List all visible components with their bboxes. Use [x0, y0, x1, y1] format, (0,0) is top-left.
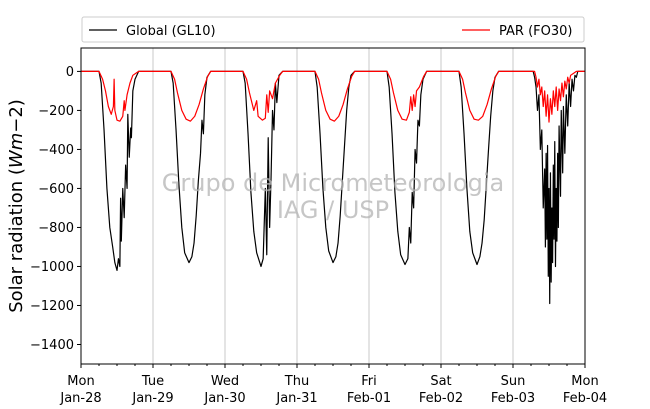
- y-tick-label-6: −1200: [30, 299, 74, 314]
- y-tick-label-4: −800: [38, 221, 74, 236]
- x-tick-label-day-6: Sun: [501, 374, 526, 389]
- y-tick-label-3: −600: [38, 182, 74, 197]
- y-axis-label: Solar radiation (Wm−2): [6, 99, 27, 313]
- y-tick-label-5: −1000: [30, 260, 74, 275]
- watermark-line-1: Grupo de Micrometeorologia: [162, 169, 504, 197]
- x-tick-label-date-3: Jan-31: [275, 391, 317, 406]
- y-tick-label-1: −200: [38, 104, 74, 119]
- y-tick-label-2: −400: [38, 143, 74, 158]
- x-tick-label-date-0: Jan-28: [59, 391, 101, 406]
- x-tick-label-day-3: Thu: [284, 374, 309, 389]
- x-axis: Mon Jan-28 Tue Jan-29 Wed Jan-30 Thu Jan-31 Fri F…: [59, 364, 607, 406]
- x-tick-label-day-4: Fri: [361, 374, 377, 389]
- x-tick-label-day-5: Sat: [430, 374, 451, 389]
- series-line-1: [81, 70, 585, 123]
- x-tick-label-date-1: Jan-29: [131, 391, 173, 406]
- x-tick-label-date-6: Feb-03: [491, 391, 535, 406]
- watermark: Grupo de Micrometeorologia IAG / USP: [162, 169, 504, 224]
- x-tick-label-date-5: Feb-02: [419, 391, 463, 406]
- x-tick-label-day-0: Mon: [67, 374, 94, 389]
- legend-label-global: Global (GL10): [126, 24, 216, 39]
- y-tick-label-0: 0: [66, 65, 74, 80]
- y-axis: 0 −200 −400 −600 −800 −1000 −1200 −1400: [30, 65, 81, 353]
- vertical-grid: [152, 48, 514, 364]
- legend: Global (GL10) PAR (FO30): [81, 16, 585, 43]
- x-tick-label-day-7: Mon: [571, 374, 598, 389]
- legend-label-par: PAR (FO30): [499, 24, 572, 39]
- x-tick-label-date-2: Jan-30: [203, 391, 245, 406]
- y-tick-label-7: −1400: [30, 338, 74, 353]
- watermark-line-2: IAG / USP: [277, 196, 389, 224]
- legend-box: [81, 16, 585, 43]
- x-tick-label-date-7: Feb-04: [563, 391, 607, 406]
- plot-area: [81, 70, 585, 305]
- x-tick-label-day-2: Wed: [211, 374, 239, 389]
- x-tick-label-day-1: Tue: [141, 374, 164, 389]
- x-tick-label-date-4: Feb-01: [347, 391, 391, 406]
